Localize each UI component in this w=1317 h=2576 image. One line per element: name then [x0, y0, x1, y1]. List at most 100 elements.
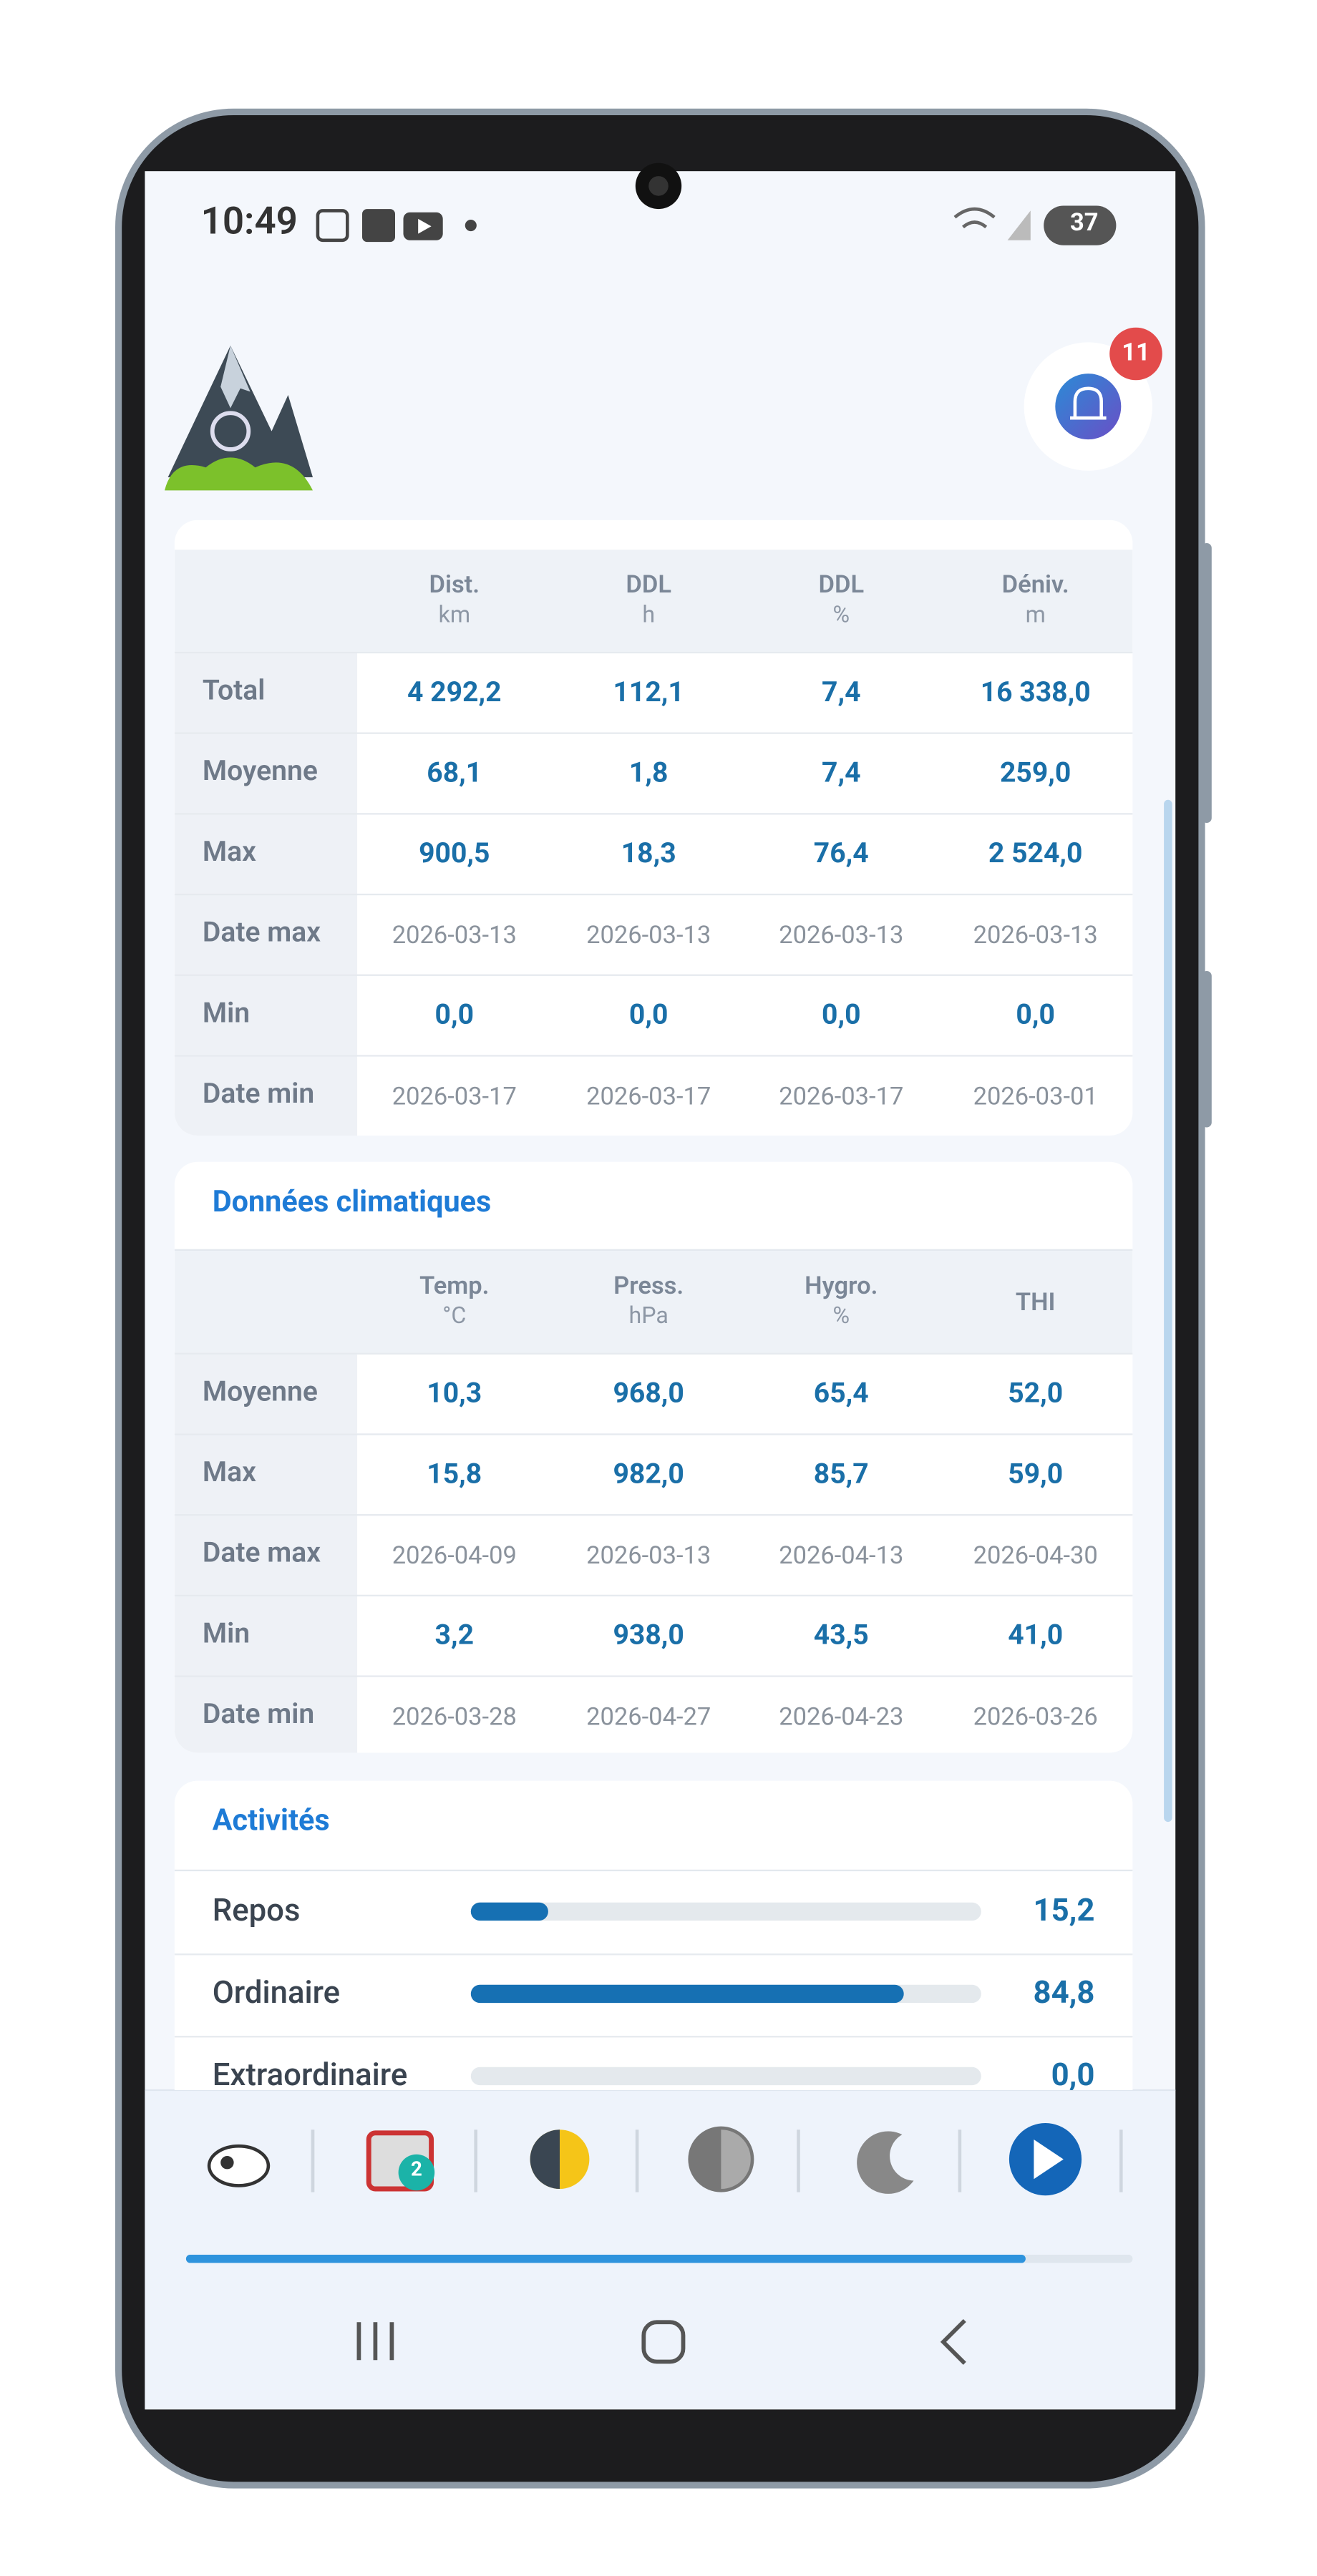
column-name: DDL	[818, 569, 865, 600]
column-name: Press.	[613, 1270, 684, 1300]
table-cell: 52,0	[1008, 1376, 1064, 1410]
column-name: DDL	[626, 569, 672, 600]
table-cell: 10,3	[427, 1376, 482, 1410]
table-cell: 900,5	[419, 836, 490, 870]
bar-track	[470, 1902, 981, 1921]
row-label: Date min	[202, 1698, 315, 1732]
status-time: 10:49	[200, 199, 298, 244]
activity-label: Ordinaire	[212, 1973, 341, 2011]
table-cell: 938,0	[613, 1619, 684, 1652]
bar-fill	[470, 1984, 904, 2004]
row-label-bg	[174, 732, 358, 814]
table-cell: 2026-04-09	[392, 1539, 517, 1570]
table-cell: 18,3	[621, 836, 676, 870]
table-cell: 982,0	[613, 1457, 684, 1491]
activity-value: 0,0	[1051, 2055, 1095, 2090]
table-cell: 7,4	[822, 675, 861, 709]
calendar-badge[interactable]: 2	[410, 2157, 422, 2181]
column-header: THI	[945, 1251, 1126, 1353]
card-title: Activités	[212, 1803, 330, 1839]
column-header: DDL%	[751, 550, 932, 652]
row-divider	[174, 2036, 1133, 2038]
column-name: THI	[1015, 1286, 1056, 1316]
table-cell: 65,4	[813, 1376, 869, 1410]
table-cell: 0,0	[822, 997, 861, 1031]
table-cell: 41,0	[1008, 1619, 1064, 1652]
column-header: Hygro.%	[751, 1251, 932, 1353]
table-cell: 0,0	[434, 997, 475, 1031]
row-divider	[174, 1594, 1133, 1596]
divider	[174, 1869, 1133, 1872]
column-header: Press. hPa	[558, 1251, 739, 1353]
table-cell: 2026-03-28	[392, 1701, 517, 1731]
column-unit: %	[832, 602, 850, 629]
table-cell: 3,2	[434, 1619, 475, 1652]
row-label: Date min	[202, 1078, 315, 1111]
column-name: Temp.	[419, 1270, 490, 1300]
table-cell: 2026-03-17	[392, 1080, 517, 1111]
table-cell: 2026-04-23	[779, 1701, 904, 1731]
column-unit: °C	[442, 1303, 467, 1330]
column-header: DDL h	[558, 550, 739, 652]
row-label-bg	[174, 1352, 358, 1434]
activity-value: 84,8	[1033, 1973, 1095, 2011]
row-label: Moyenne	[202, 1375, 318, 1409]
table-cell: 112,1	[613, 675, 684, 709]
row-divider	[174, 732, 1133, 734]
activities-card: Activités Repos 15,2 Ordinaire 84,8 Extraordi…	[174, 1780, 1133, 2090]
table-cell: 2026-03-01	[973, 1080, 1098, 1111]
column-header: Déniv. m	[945, 550, 1126, 652]
row-label-bg	[174, 1055, 358, 1136]
column-header: Temp. °C	[364, 1251, 545, 1353]
row-label-bg	[174, 813, 358, 894]
table-cell: 85,7	[813, 1457, 869, 1491]
row-divider	[174, 974, 1133, 976]
row-label: Min	[202, 997, 251, 1030]
row-label-bg	[174, 651, 358, 733]
header-row	[174, 1251, 1133, 1353]
table-cell: 2026-03-13	[392, 919, 517, 949]
row-divider	[174, 893, 1133, 896]
header-row	[174, 550, 1133, 652]
table-cell: 2026-03-13	[586, 1539, 711, 1570]
column-unit: h	[642, 602, 656, 629]
row-divider	[174, 813, 1133, 815]
row-label-bg	[174, 893, 358, 975]
table-cell: 2026-03-13	[586, 919, 711, 949]
row-label: Min	[202, 1617, 251, 1651]
table-cell: 2026-03-13	[973, 919, 1098, 949]
notification-badge[interactable]: 11	[1122, 337, 1150, 367]
table-cell: 2 524,0	[988, 836, 1083, 870]
row-label-bg	[174, 1433, 358, 1514]
table-cell: 2026-03-17	[779, 1080, 904, 1111]
table-cell: 968,0	[613, 1376, 684, 1410]
row-label-bg	[174, 1514, 358, 1595]
row-label: Moyenne	[202, 755, 318, 789]
table-cell: 0,0	[628, 997, 669, 1031]
activity-label: Repos	[212, 1890, 301, 1929]
table-cell: 15,8	[427, 1457, 482, 1491]
column-unit: m	[1025, 602, 1046, 629]
table-cell: 2026-04-27	[586, 1701, 711, 1731]
column-unit: %	[832, 1303, 850, 1330]
table-cell: 2026-04-30	[973, 1539, 1098, 1570]
table-cell: 2026-04-13	[779, 1539, 904, 1570]
row-label-bg	[174, 974, 358, 1055]
table-cell: 2026-03-26	[973, 1701, 1098, 1731]
row-divider	[174, 1675, 1133, 1677]
column-name: Déniv.	[1001, 569, 1069, 600]
column-name: Hygro.	[805, 1270, 878, 1300]
row-divider	[174, 1352, 1133, 1355]
table-cell: 0,0	[1016, 997, 1055, 1031]
card-title: Données climatiques	[212, 1185, 492, 1220]
column-unit: km	[438, 602, 471, 629]
row-divider	[174, 1433, 1133, 1435]
row-label: Date max	[202, 1537, 321, 1571]
table-cell: 68,1	[427, 756, 482, 789]
table-cell: 4 292,2	[407, 675, 502, 709]
column-name: Dist.	[429, 569, 480, 600]
distance-card: Dist. km DDL h DDL% Déniv. m Total 4 292,2 112,1 7…	[174, 519, 1133, 1136]
row-label: Max	[202, 1456, 256, 1490]
